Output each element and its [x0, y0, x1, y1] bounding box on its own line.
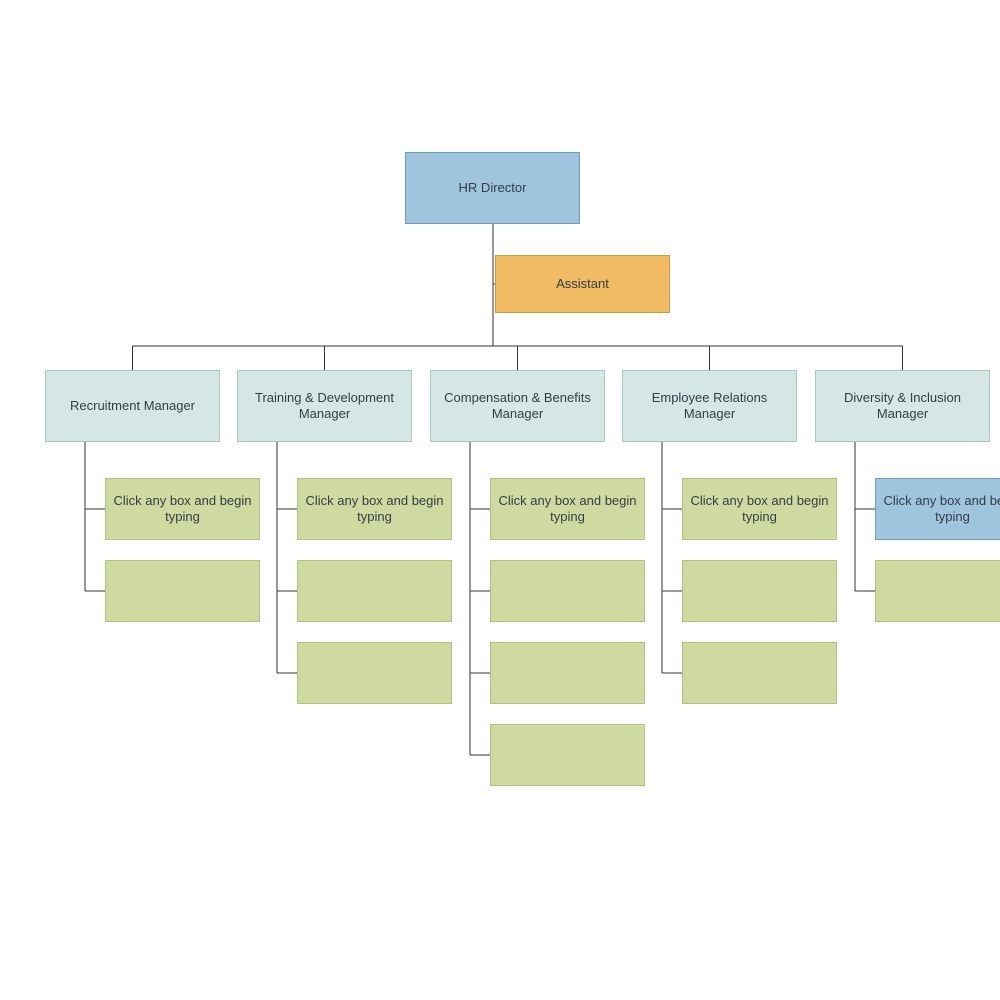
org-node-c3b[interactable]	[490, 560, 645, 622]
org-node-mgr3[interactable]: Compensation & Benefits Manager	[430, 370, 605, 442]
org-node-c5b[interactable]	[875, 560, 1000, 622]
org-node-c3d[interactable]	[490, 724, 645, 786]
org-node-c4b[interactable]	[682, 560, 837, 622]
org-node-c1a[interactable]: Click any box and begin typing	[105, 478, 260, 540]
org-node-c3a[interactable]: Click any box and begin typing	[490, 478, 645, 540]
org-node-mgr2[interactable]: Training & Development Manager	[237, 370, 412, 442]
org-node-c2c[interactable]	[297, 642, 452, 704]
org-node-c2a[interactable]: Click any box and begin typing	[297, 478, 452, 540]
org-node-c4c[interactable]	[682, 642, 837, 704]
org-node-assistant[interactable]: Assistant	[495, 255, 670, 313]
org-node-c5a[interactable]: Click any box and begin typing	[875, 478, 1000, 540]
org-node-c4a[interactable]: Click any box and begin typing	[682, 478, 837, 540]
org-node-c1b[interactable]	[105, 560, 260, 622]
org-node-mgr5[interactable]: Diversity & Inclusion Manager	[815, 370, 990, 442]
org-node-director[interactable]: HR Director	[405, 152, 580, 224]
org-node-mgr1[interactable]: Recruitment Manager	[45, 370, 220, 442]
org-node-c2b[interactable]	[297, 560, 452, 622]
org-node-mgr4[interactable]: Employee Relations Manager	[622, 370, 797, 442]
org-node-c3c[interactable]	[490, 642, 645, 704]
